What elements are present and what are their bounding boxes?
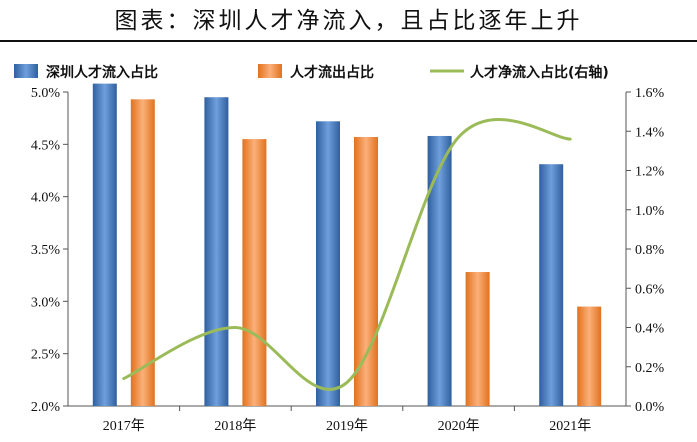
left-tick-label: 2.5%	[31, 348, 61, 363]
legend-label: 深圳人才流入占比	[46, 64, 158, 81]
left-tick-label: 5.0%	[31, 86, 61, 101]
right-tick-label: 0.6%	[635, 282, 665, 297]
inflow-bar	[427, 135, 452, 406]
title-divider	[0, 40, 697, 42]
right-tick-label: 0.4%	[635, 322, 665, 337]
x-tick-label: 2018年	[214, 418, 256, 434]
inflow-bar	[316, 121, 340, 406]
outflow-bar	[577, 306, 602, 406]
legend: 深圳人才流入占比 人才流出占比 人才净流入占比(右轴)	[14, 64, 609, 81]
left-tick-label: 3.5%	[31, 243, 61, 258]
chart-title: 图表：深圳人才净流入，且占比逐年上升	[114, 8, 583, 34]
right-tick-label: 0.2%	[635, 361, 665, 376]
right-tick-label: 1.6%	[635, 86, 665, 101]
left-tick-label: 2.0%	[31, 400, 61, 415]
outflow-bar	[354, 137, 378, 407]
x-tick-label: 2020年	[438, 418, 480, 434]
x-tick-label: 2019年	[326, 418, 368, 434]
outflow-bar	[130, 99, 155, 407]
legend-swatch-inflow	[14, 64, 38, 78]
inflow-bar	[539, 164, 564, 406]
net-inflow-line-layer	[122, 118, 572, 391]
legend-label: 人才流出占比	[290, 64, 374, 81]
legend-label: 人才净流入占比(右轴)	[470, 64, 609, 81]
x-tick-label: 2021年	[549, 418, 591, 434]
x-tick-label: 2017年	[103, 418, 145, 434]
chart-svg: 深圳人才流入占比 人才流出占比 人才净流入占比(右轴) 2.0% 2.5% 3.0% 3.…	[14, 64, 665, 434]
left-tick-label: 4.5%	[31, 138, 61, 153]
right-tick-label: 0.0%	[635, 400, 665, 415]
right-tick-label: 1.4%	[635, 125, 665, 140]
right-tick-label: 1.2%	[635, 165, 665, 180]
outflow-bar	[242, 139, 267, 406]
legend-swatch-outflow	[258, 64, 282, 78]
right-tick-label: 0.8%	[635, 243, 665, 258]
axes: 2.0% 2.5% 3.0% 3.5% 4.0% 4.5% 5.0% 0.0% 0.2% 0.4%…	[31, 86, 665, 434]
left-tick-label: 3.0%	[31, 295, 61, 310]
right-tick-label: 1.0%	[635, 204, 665, 219]
bars	[92, 83, 602, 407]
left-tick-label: 4.0%	[31, 191, 61, 206]
inflow-bar	[204, 97, 229, 406]
outflow-bar	[465, 272, 490, 406]
net-inflow-line	[122, 118, 572, 391]
inflow-bar	[92, 83, 117, 407]
